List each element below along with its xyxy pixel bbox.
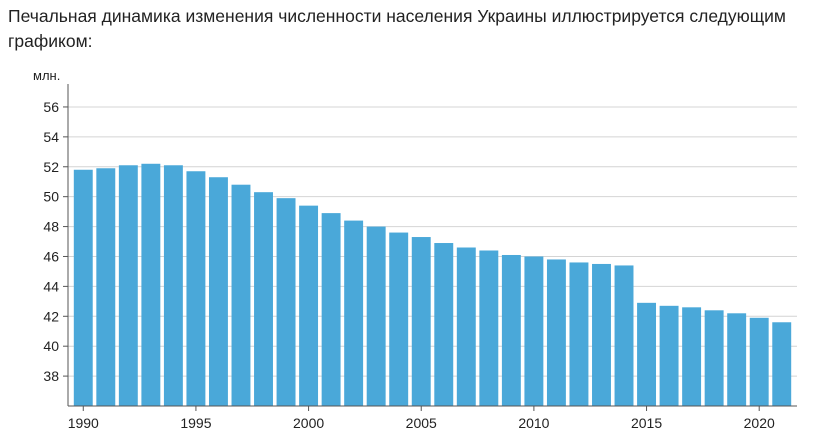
- y-tick-label-46: 46: [43, 248, 59, 264]
- bar-2009: [501, 254, 521, 406]
- bar-2012: [569, 262, 589, 406]
- y-tick-label-40: 40: [43, 338, 59, 354]
- y-tick-label-44: 44: [43, 278, 59, 294]
- bar-1996: [208, 177, 228, 406]
- bar-2006: [434, 243, 454, 406]
- x-tick-label-1990: 1990: [68, 415, 99, 431]
- bar-2007: [456, 247, 476, 406]
- y-tick-label-48: 48: [43, 219, 59, 235]
- bar-2015: [637, 302, 657, 406]
- bar-2016: [659, 305, 679, 406]
- x-tick-label-2010: 2010: [518, 415, 549, 431]
- bar-2004: [389, 232, 409, 406]
- bar-1994: [163, 165, 183, 406]
- bar-2014: [614, 265, 634, 406]
- bar-1990: [73, 169, 93, 406]
- bar-1992: [118, 165, 138, 406]
- bar-2019: [727, 313, 747, 406]
- bar-1997: [231, 184, 251, 406]
- y-axis-unit-label: млн.: [33, 68, 60, 83]
- bar-2002: [344, 220, 364, 406]
- bars: [73, 163, 792, 406]
- bar-2000: [299, 205, 319, 406]
- bar-2021: [772, 322, 792, 406]
- y-tick-label-38: 38: [43, 368, 59, 384]
- bar-2020: [749, 317, 769, 406]
- bar-2018: [704, 310, 724, 406]
- y-tick-label-50: 50: [43, 189, 59, 205]
- y-tick-label-54: 54: [43, 129, 59, 145]
- x-tick-label-2020: 2020: [744, 415, 775, 431]
- bar-2005: [411, 237, 431, 406]
- bar-1999: [276, 198, 296, 406]
- intro-text: Печальная динамика изменения численности…: [8, 6, 786, 51]
- bar-1998: [254, 192, 273, 406]
- bar-2010: [524, 256, 544, 406]
- y-tick-labels: 38 40 42 44 46 48 50 52 54 56: [43, 99, 59, 384]
- bar-1993: [141, 163, 161, 406]
- y-tick-label-52: 52: [43, 159, 59, 175]
- bar-2013: [592, 263, 611, 406]
- x-tick-label-2000: 2000: [293, 415, 324, 431]
- bar-2003: [366, 226, 386, 406]
- bar-1991: [96, 168, 116, 406]
- bar-1995: [186, 171, 206, 406]
- x-tick-labels: 1990 1995 2000 2005 2010 2015 2020: [68, 415, 775, 431]
- y-tick-label-56: 56: [43, 99, 59, 115]
- bar-2017: [682, 307, 702, 406]
- x-tick-label-2015: 2015: [631, 415, 662, 431]
- bar-2011: [546, 259, 566, 406]
- x-tick-label-2005: 2005: [406, 415, 437, 431]
- bar-2001: [321, 213, 341, 406]
- axes: [67, 84, 797, 411]
- y-tick-label-42: 42: [43, 308, 59, 324]
- bar-2008: [479, 250, 499, 406]
- x-tick-label-1995: 1995: [180, 415, 211, 431]
